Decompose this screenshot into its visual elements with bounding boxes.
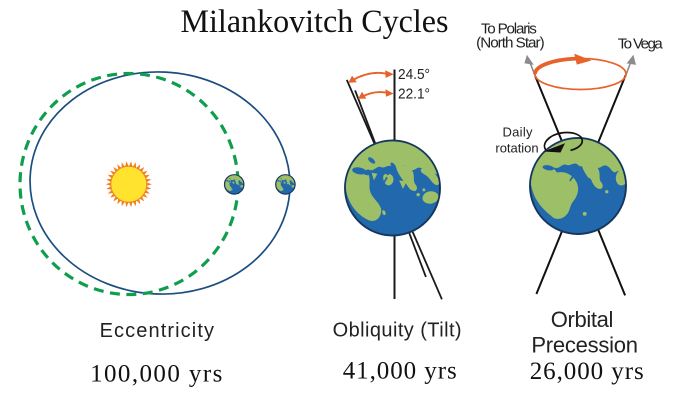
svg-text:Eccentricity: Eccentricity [100,320,214,342]
svg-text:rotation: rotation [495,141,538,156]
svg-text:26,000 yrs: 26,000 yrs [530,358,644,385]
svg-text:Daily: Daily [503,125,534,140]
svg-text:100,000 yrs: 100,000 yrs [90,360,222,387]
svg-text:To Polaris: To Polaris [481,20,537,37]
svg-text:22.1°: 22.1° [398,86,430,103]
svg-text:To Vega: To Vega [618,36,664,53]
svg-text:(North Star): (North Star) [476,35,545,52]
svg-text:Milankovitch Cycles: Milankovitch Cycles [181,4,449,40]
svg-text:41,000 yrs: 41,000 yrs [343,358,457,385]
svg-text:Obliquity (Tilt): Obliquity (Tilt) [333,319,462,341]
svg-text:Precession: Precession [531,333,638,358]
svg-text:Orbital: Orbital [551,307,614,332]
svg-text:24.5°: 24.5° [398,66,430,83]
